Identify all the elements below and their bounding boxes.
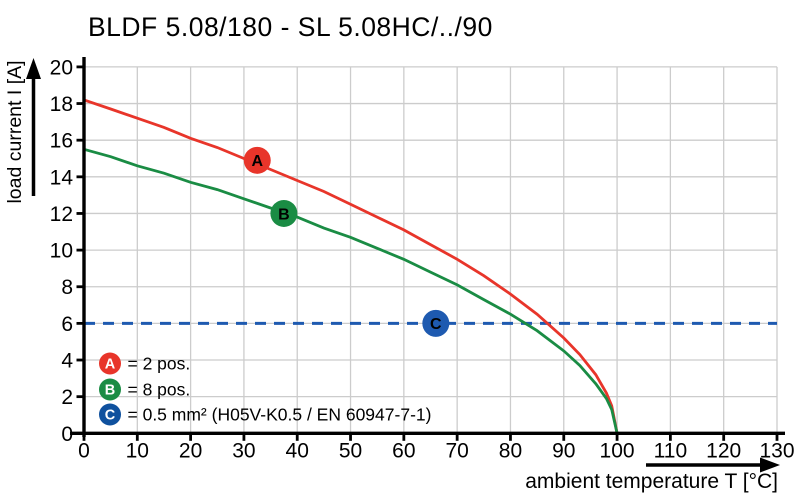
curve-marker-b-letter: B — [278, 206, 290, 223]
curve-marker-c-icon — [422, 309, 450, 337]
y-tick-label: 2 — [61, 386, 73, 409]
y-tick-label: 0 — [61, 423, 73, 446]
y-axis-arrow-icon — [26, 58, 41, 79]
chart-title: BLDF 5.08/180 - SL 5.08HC/../90 — [88, 12, 493, 42]
x-tick-label: 40 — [286, 440, 309, 463]
y-tick-label: 16 — [50, 130, 73, 153]
legend-key-c: C — [105, 408, 116, 424]
x-tick-label: 130 — [759, 440, 794, 463]
y-tick-label: 4 — [61, 350, 73, 373]
x-tick-label: 70 — [445, 440, 468, 463]
legend-key-a: A — [105, 357, 116, 373]
series-curve-b — [83, 147, 619, 434]
legend-label-b: = 8 pos. — [128, 380, 191, 400]
legend-item-a: A = 2 pos. — [99, 352, 191, 375]
y-tick-label: 14 — [50, 166, 74, 189]
y-tick-label: 10 — [50, 240, 73, 263]
x-axis-label-group: ambient temperature T [°C] — [525, 457, 780, 493]
curve-marker-b-icon — [270, 199, 298, 227]
legend-label-c: = 0.5 mm² (H05V-K0.5 / EN 60947-7-1) — [128, 405, 432, 425]
x-tick-label: 100 — [600, 440, 635, 463]
legend-label-a: = 2 pos. — [128, 354, 191, 374]
y-tick-label: 8 — [61, 276, 73, 299]
x-tick-label: 110 — [654, 440, 687, 463]
x-tick-label: 80 — [499, 440, 522, 463]
legend-item-c: C = 0.5 mm² (H05V-K0.5 / EN 60947-7-1) — [99, 403, 432, 426]
x-tick-label: 20 — [179, 440, 202, 463]
series-curve-a — [83, 98, 619, 434]
y-tick-label: 18 — [50, 93, 73, 116]
y-axis-label-group: load current I [A] — [4, 58, 41, 204]
y-tick-label: 20 — [50, 56, 73, 79]
curve-marker-a-icon — [243, 146, 271, 174]
x-tick-label: 50 — [339, 440, 362, 463]
x-tick-label: 0 — [78, 440, 90, 463]
legend-marker-b-icon — [99, 378, 121, 401]
curve-marker-c-letter: C — [430, 316, 442, 333]
x-tick-label: 120 — [706, 440, 741, 463]
y-tick-label: 12 — [50, 203, 73, 226]
legend-marker-c-icon — [99, 403, 121, 426]
x-tick-label: 10 — [126, 440, 149, 463]
x-tick-label: 90 — [552, 440, 575, 463]
legend: A = 2 pos. B = 8 pos. C = 0.5 mm² (H05V-… — [99, 352, 432, 426]
x-axis-label: ambient temperature T [°C] — [525, 470, 778, 493]
y-tick-label: 6 — [61, 313, 73, 336]
y-axis-label: load current I [A] — [4, 60, 26, 203]
x-axis-arrow-icon — [760, 457, 780, 473]
x-tick-label: 30 — [232, 440, 255, 463]
legend-marker-a-icon — [99, 352, 121, 375]
curve-marker-a-letter: A — [251, 153, 263, 170]
x-tick-label: 60 — [392, 440, 415, 463]
legend-item-b: B = 8 pos. — [99, 378, 191, 401]
legend-key-b: B — [105, 383, 115, 399]
